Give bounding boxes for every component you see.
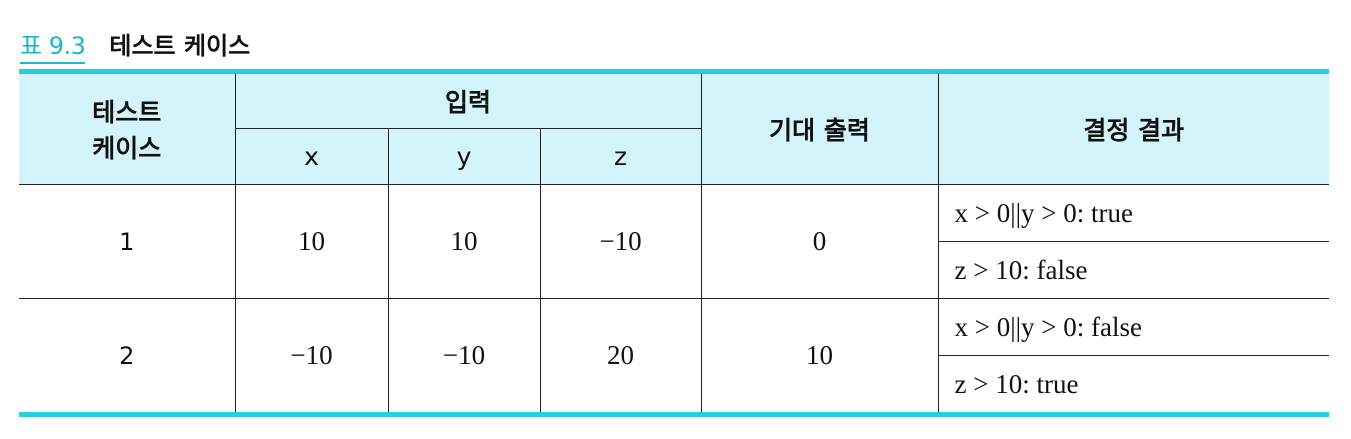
table-row: z > 10: true bbox=[19, 355, 1329, 417]
header-x: x bbox=[234, 128, 388, 185]
table-row: 1 10 10 −10 0 x > 0||y > 0: true bbox=[19, 184, 1329, 299]
table-caption: 표 9.3 테스트 케이스 bbox=[20, 26, 250, 64]
table-row: 2 −10 −10 20 10 x > 0||y > 0: false bbox=[19, 298, 1329, 417]
test-case-table: 테스트 케이스 입력 기대 출력 결정 결과 x y z 1 10 10 −10… bbox=[19, 69, 1329, 417]
header-input: 입력 bbox=[234, 69, 701, 129]
cell-y: 10 bbox=[387, 184, 540, 299]
table-number: 표 9.3 bbox=[20, 26, 86, 64]
cell-result: z > 10: false bbox=[937, 241, 1329, 299]
cell-case: 1 bbox=[19, 184, 235, 299]
header-z: z bbox=[539, 128, 701, 185]
header-expected-output: 기대 출력 bbox=[700, 69, 938, 185]
cell-result: z > 10: true bbox=[937, 355, 1329, 417]
header-decision-result: 결정 결과 bbox=[937, 69, 1329, 185]
header-test-case: 테스트 케이스 bbox=[19, 69, 235, 185]
cell-result: x > 0||y > 0: false bbox=[937, 298, 1329, 356]
cell-expected: 10 bbox=[700, 298, 938, 417]
header-y: y bbox=[387, 128, 540, 185]
table-title: 테스트 케이스 bbox=[109, 32, 251, 60]
cell-z: 20 bbox=[539, 298, 701, 417]
cell-x: −10 bbox=[234, 298, 388, 417]
table-row: z > 10: false bbox=[19, 241, 1329, 299]
cell-z: −10 bbox=[539, 184, 701, 299]
cell-expected: 0 bbox=[700, 184, 938, 299]
cell-x: 10 bbox=[234, 184, 388, 299]
cell-y: −10 bbox=[387, 298, 540, 417]
cell-result: x > 0||y > 0: true bbox=[937, 184, 1329, 242]
cell-case: 2 bbox=[19, 298, 235, 417]
